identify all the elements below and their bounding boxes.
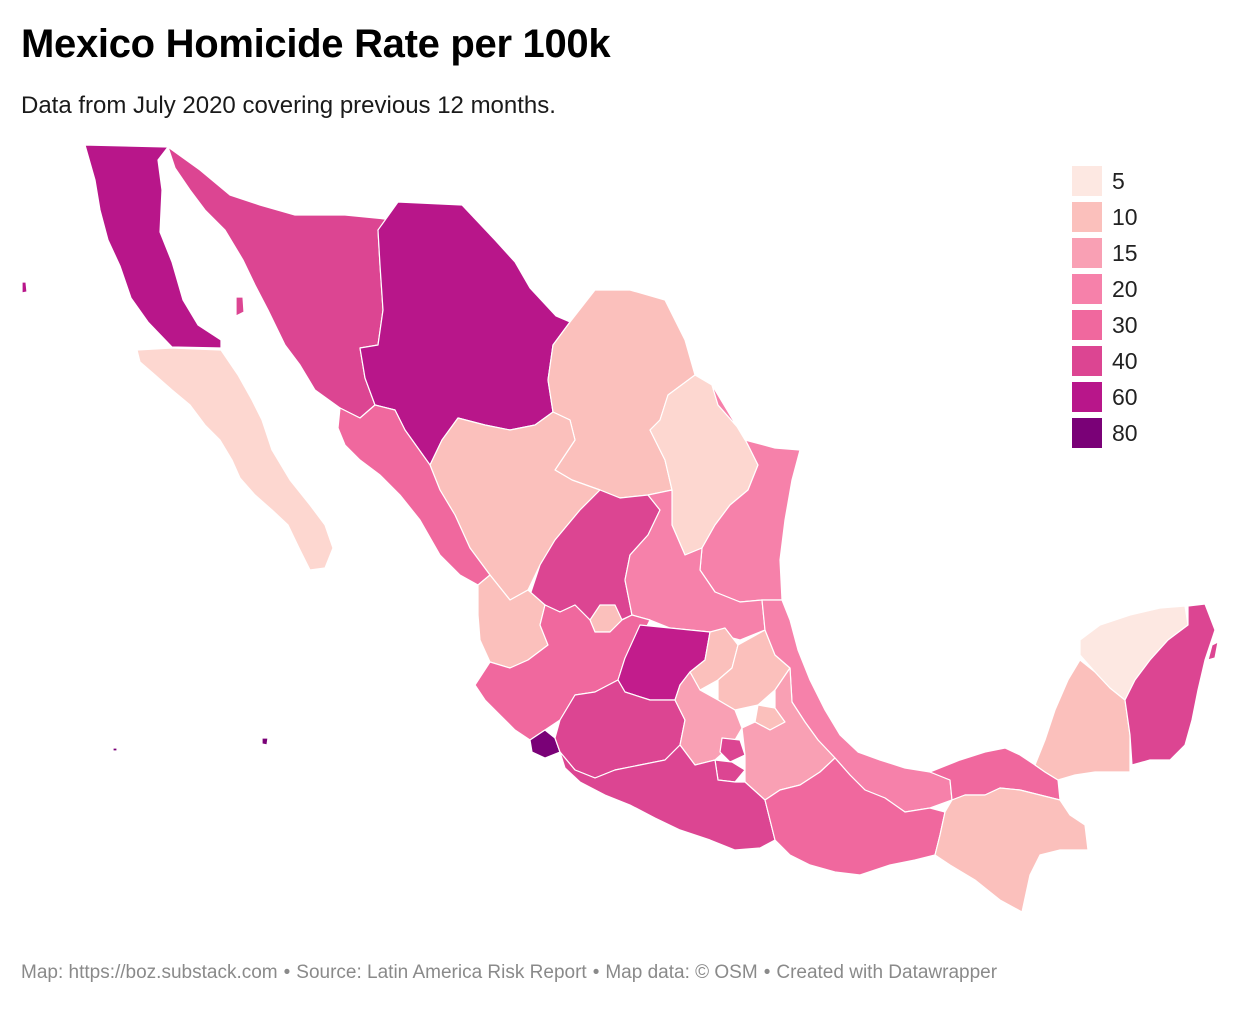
legend-item: 60	[1072, 379, 1138, 415]
legend-swatch	[1072, 166, 1102, 196]
state-san-luis-potosi[interactable]	[624, 489, 766, 641]
state-morelos[interactable]	[714, 759, 746, 783]
state-baja-california[interactable]	[84, 144, 222, 349]
legend-item: 20	[1072, 271, 1138, 307]
legend-swatch	[1072, 238, 1102, 268]
page-subtitle: Data from July 2020 covering previous 12…	[21, 92, 556, 119]
legend-label: 40	[1112, 347, 1138, 374]
state-cdmx[interactable]	[719, 737, 746, 763]
page-title: Mexico Homicide Rate per 100k	[21, 22, 611, 66]
footer: Map: https://boz.substack.com • Source: La…	[21, 962, 997, 984]
legend-label: 80	[1112, 419, 1138, 446]
state-colima-island[interactable]	[261, 737, 269, 746]
legend-label: 30	[1112, 311, 1138, 338]
legend-label: 10	[1112, 203, 1138, 230]
state-baja-california-island[interactable]	[21, 281, 28, 294]
legend-swatch	[1072, 202, 1102, 232]
footer-separator: •	[763, 962, 771, 983]
legend-item: 40	[1072, 343, 1138, 379]
legend-swatch	[1072, 274, 1102, 304]
state-baja-california-sur[interactable]	[136, 347, 334, 571]
legend-swatch	[1072, 346, 1102, 376]
legend-label: 60	[1112, 383, 1138, 410]
legend-label: 5	[1112, 167, 1125, 194]
legend-label: 15	[1112, 239, 1138, 266]
footer-created: Created with Datawrapper	[776, 962, 998, 983]
legend-label: 20	[1112, 275, 1138, 302]
state-quintana-roo[interactable]	[1124, 603, 1216, 766]
legend-item: 15	[1072, 235, 1138, 271]
footer-map-data: Map data: © OSM	[605, 962, 758, 983]
state-colima-island-small[interactable]	[112, 747, 118, 752]
legend-swatch	[1072, 310, 1102, 340]
legend-item: 10	[1072, 199, 1138, 235]
footer-separator: •	[283, 962, 291, 983]
footer-separator: •	[592, 962, 600, 983]
legend-item: 30	[1072, 307, 1138, 343]
legend-swatch	[1072, 382, 1102, 412]
footer-map-credit: Map: https://boz.substack.com	[21, 962, 278, 983]
footer-source: Source: Latin America Risk Report	[296, 962, 587, 983]
state-sonora-island[interactable]	[235, 296, 245, 317]
legend-item: 80	[1072, 415, 1138, 451]
state-chiapas[interactable]	[934, 787, 1089, 913]
legend: 5 10 15 20 30 40 60 80	[1072, 163, 1138, 451]
state-quintana-roo-island[interactable]	[1207, 641, 1219, 661]
legend-swatch	[1072, 418, 1102, 448]
legend-item: 5	[1072, 163, 1138, 199]
